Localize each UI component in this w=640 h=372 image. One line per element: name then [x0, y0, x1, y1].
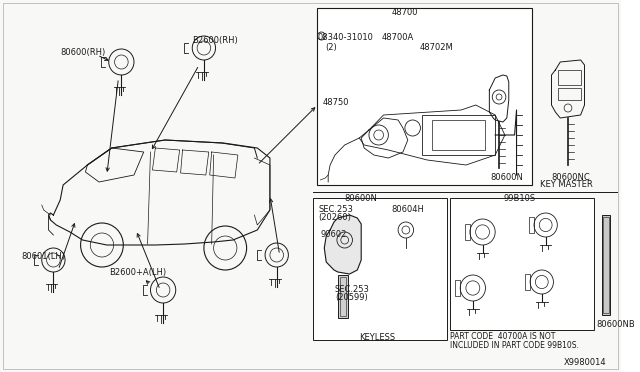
- Bar: [313, 198, 447, 340]
- Bar: [449, 198, 594, 330]
- Text: KEYLESS: KEYLESS: [359, 333, 396, 342]
- Text: 48700: 48700: [391, 8, 418, 17]
- Bar: [529, 217, 534, 233]
- Text: KEY MASTER: KEY MASTER: [540, 180, 593, 189]
- Bar: [602, 215, 610, 315]
- Text: SEC.253: SEC.253: [335, 285, 370, 294]
- Text: X9980014: X9980014: [564, 358, 607, 367]
- Bar: [338, 275, 348, 318]
- Text: (2): (2): [325, 43, 337, 52]
- Bar: [465, 224, 470, 240]
- Text: 80600N: 80600N: [345, 194, 378, 203]
- Bar: [603, 217, 609, 313]
- Bar: [317, 8, 532, 185]
- Bar: [432, 120, 486, 150]
- Text: 80600N: 80600N: [490, 173, 523, 182]
- Bar: [422, 115, 495, 155]
- Text: (20599): (20599): [335, 293, 368, 302]
- Text: 99B10S: 99B10S: [504, 194, 536, 203]
- Text: PART CODE  40700A IS NOT: PART CODE 40700A IS NOT: [449, 332, 555, 341]
- Text: 48700A: 48700A: [381, 33, 414, 42]
- Text: 80600NC: 80600NC: [552, 173, 590, 182]
- Bar: [525, 274, 530, 290]
- Text: (20260): (20260): [319, 213, 351, 222]
- Text: INCLUDED IN PART CODE 99B10S.: INCLUDED IN PART CODE 99B10S.: [449, 341, 579, 350]
- Text: SEC.253: SEC.253: [319, 205, 353, 214]
- Bar: [558, 70, 580, 85]
- Text: 80604H: 80604H: [391, 205, 424, 214]
- Polygon shape: [324, 215, 361, 274]
- Text: B2600(RH): B2600(RH): [192, 36, 238, 45]
- Text: 08340-31010: 08340-31010: [317, 33, 373, 42]
- Text: 48702M: 48702M: [419, 43, 453, 52]
- Text: B2600+A(LH): B2600+A(LH): [109, 268, 166, 277]
- Bar: [340, 277, 346, 316]
- Text: 90602: 90602: [321, 230, 347, 239]
- Text: 80601(LH): 80601(LH): [21, 252, 65, 261]
- Bar: [558, 88, 580, 100]
- Text: 80600NB: 80600NB: [596, 320, 635, 329]
- Text: 80600(RH): 80600(RH): [60, 48, 106, 57]
- Text: 48750: 48750: [323, 98, 349, 107]
- Bar: [456, 280, 460, 296]
